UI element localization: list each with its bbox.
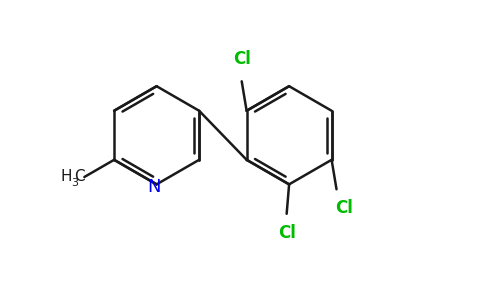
Text: 3: 3: [72, 178, 78, 188]
Text: Cl: Cl: [335, 199, 353, 217]
Text: C: C: [74, 169, 84, 184]
Text: N: N: [148, 178, 161, 196]
Text: H: H: [60, 169, 72, 184]
Text: Cl: Cl: [233, 50, 251, 68]
Text: Cl: Cl: [278, 224, 296, 242]
